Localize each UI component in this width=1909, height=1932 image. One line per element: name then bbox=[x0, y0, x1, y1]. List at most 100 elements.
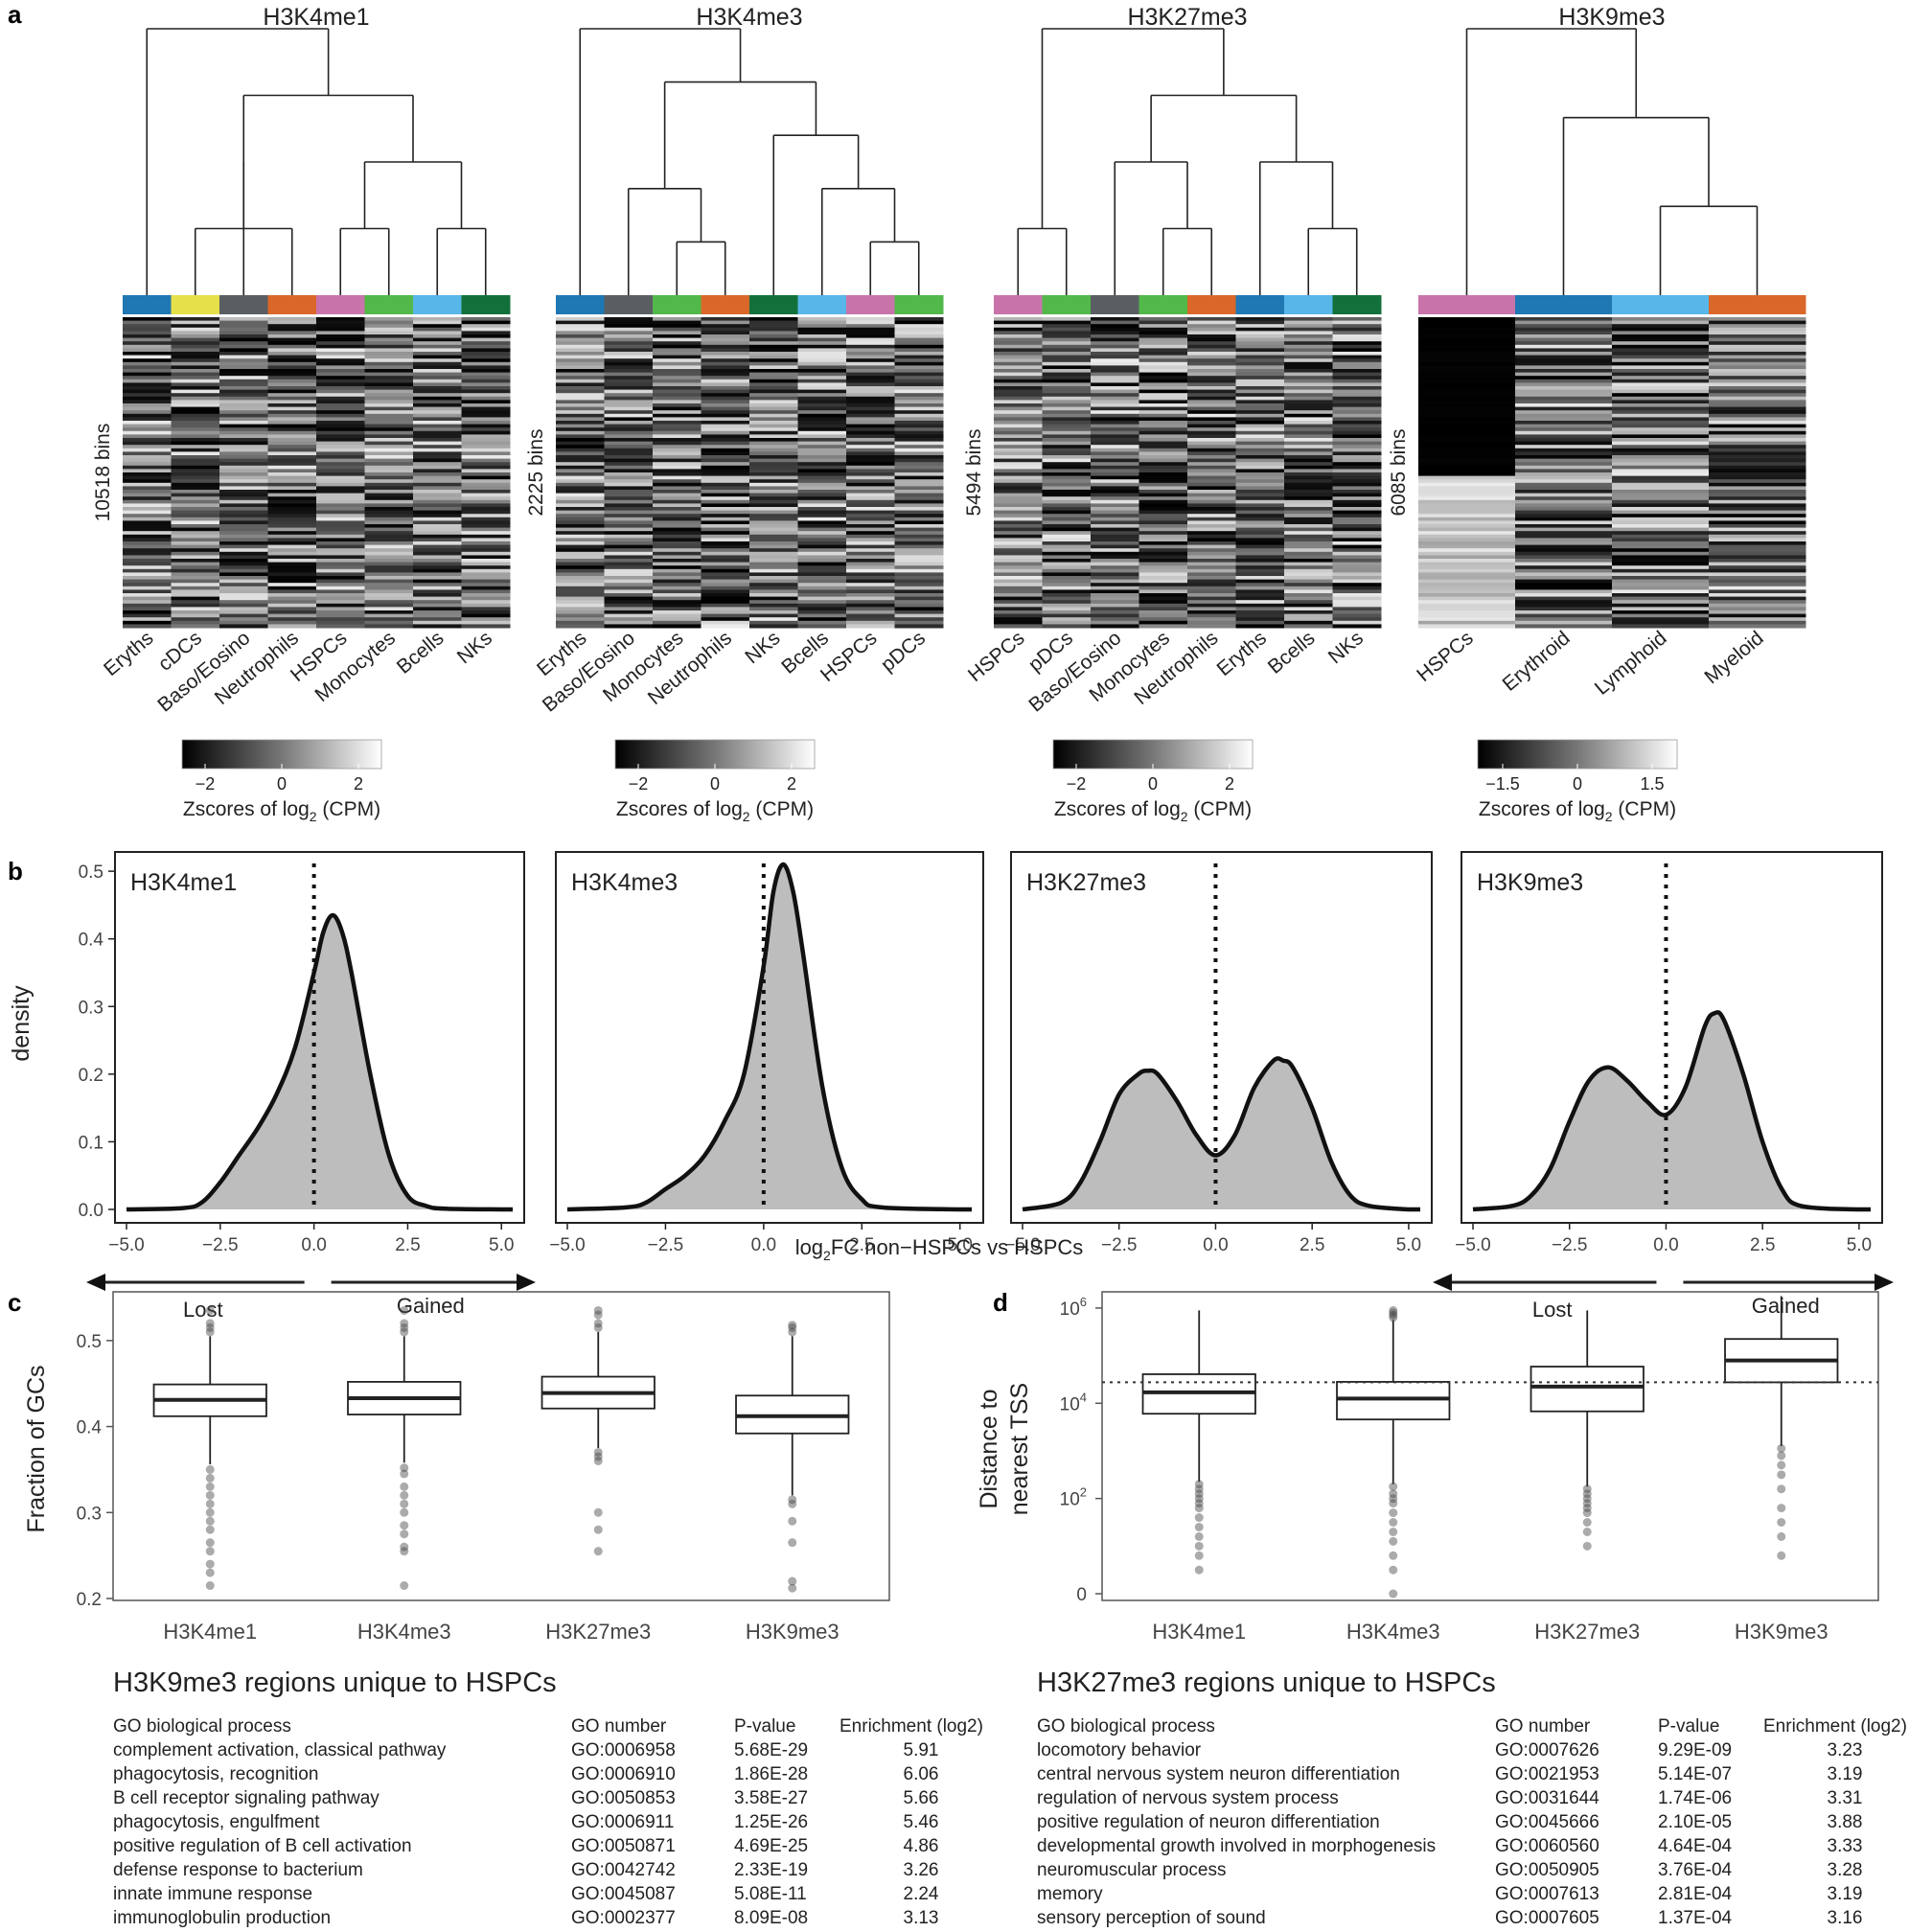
sample-color-bar bbox=[846, 295, 895, 314]
heatmap-cell bbox=[171, 600, 220, 605]
heatmap-cell bbox=[219, 337, 268, 342]
heatmap-cell bbox=[1612, 324, 1710, 329]
heatmap-cell bbox=[894, 472, 944, 477]
outlier-point bbox=[1194, 1551, 1204, 1560]
heatmap-cell bbox=[123, 482, 172, 487]
heatmap-cell bbox=[1091, 369, 1139, 374]
heatmap-cell bbox=[364, 337, 414, 342]
heatmap-cell bbox=[556, 510, 605, 515]
heatmap-cell bbox=[1187, 406, 1236, 411]
heatmap-cell bbox=[1612, 317, 1710, 322]
heatmap-cell bbox=[267, 348, 317, 353]
heatmap-cell bbox=[1042, 524, 1092, 529]
heatmap-cell bbox=[797, 603, 847, 608]
heatmap-cell bbox=[749, 524, 798, 529]
heatmap-cell bbox=[1042, 548, 1092, 553]
heatmap-cell bbox=[1612, 531, 1710, 536]
heatmap-cell bbox=[413, 607, 462, 611]
heatmap-cell bbox=[1284, 458, 1333, 463]
heatmap-cell bbox=[653, 393, 702, 398]
heatmap-cell bbox=[461, 514, 511, 518]
heatmap-cell bbox=[1709, 337, 1806, 342]
heatmap-cell bbox=[994, 559, 1043, 564]
heatmap-cell bbox=[364, 603, 414, 608]
heatmap-cell bbox=[797, 445, 847, 449]
heatmap-cell bbox=[1709, 507, 1806, 512]
heatmap-cell bbox=[653, 410, 702, 415]
heatmap-cell bbox=[364, 376, 414, 380]
heatmap-cell bbox=[364, 479, 414, 484]
heatmap-cell bbox=[994, 568, 1043, 573]
heatmap-cell bbox=[846, 544, 895, 549]
heatmap-cell bbox=[461, 352, 511, 356]
heatmap-cell bbox=[219, 524, 268, 529]
heatmap-cell bbox=[894, 334, 944, 339]
heatmap-cell bbox=[123, 358, 172, 363]
heatmap-cell bbox=[556, 396, 605, 401]
heatmap-cell bbox=[364, 438, 414, 443]
heatmap-cell bbox=[1138, 352, 1188, 356]
heatmap-cell bbox=[701, 434, 750, 439]
x-tick-label: 2.5 bbox=[1750, 1235, 1775, 1255]
go-process: phagocytosis, recognition bbox=[113, 1763, 319, 1784]
heatmap-cell bbox=[994, 548, 1043, 553]
heatmap-cell bbox=[364, 455, 414, 460]
heatmap-cell bbox=[171, 393, 220, 398]
y-tick-label: 0 bbox=[1076, 1585, 1087, 1605]
heatmap-cell bbox=[461, 527, 511, 532]
heatmap-cell bbox=[1138, 600, 1188, 605]
sample-color-bar bbox=[1091, 295, 1139, 314]
heatmap-cell bbox=[1187, 344, 1236, 349]
heatmap-cell bbox=[461, 579, 511, 584]
heatmap-cell bbox=[604, 369, 654, 374]
heatmap-cell bbox=[749, 490, 798, 494]
heatmap-cell bbox=[461, 538, 511, 542]
heatmap-cell bbox=[701, 475, 750, 480]
heatmap-cell bbox=[219, 386, 268, 391]
heatmap-cell bbox=[1042, 503, 1092, 508]
heatmap-cell bbox=[1612, 386, 1710, 391]
heatmap-cell bbox=[1332, 430, 1382, 435]
heatmap-cell bbox=[894, 544, 944, 549]
heatmap-cell bbox=[1709, 586, 1806, 590]
heatmap-cell bbox=[267, 538, 317, 542]
heatmap-cell bbox=[171, 562, 220, 566]
go-process: complement activation, classical pathway bbox=[113, 1739, 447, 1760]
heatmap-cell bbox=[1187, 458, 1236, 463]
heatmap-cell bbox=[413, 469, 462, 473]
heatmap-cell bbox=[1418, 393, 1516, 398]
heatmap-cell bbox=[219, 603, 268, 608]
heatmap-cell bbox=[1709, 610, 1806, 615]
heatmap-cell bbox=[1515, 472, 1613, 477]
heatmap-cell bbox=[1515, 572, 1613, 577]
heatmap-cell bbox=[556, 403, 605, 408]
heatmap-cell bbox=[1235, 382, 1285, 387]
outlier-point bbox=[593, 1310, 603, 1320]
heatmap-cell bbox=[1418, 427, 1516, 432]
heatmap-cell bbox=[364, 352, 414, 356]
heatmap-cell bbox=[1138, 482, 1188, 487]
heatmap-cell bbox=[1091, 593, 1139, 598]
heatmap-cell bbox=[701, 355, 750, 359]
heatmap-cell bbox=[1042, 586, 1092, 590]
heatmap-cell bbox=[604, 417, 654, 422]
heatmap-cell bbox=[1042, 441, 1092, 446]
heatmap-cell bbox=[267, 406, 317, 411]
heatmap-cell bbox=[219, 576, 268, 581]
heatmap-cell bbox=[219, 355, 268, 359]
heatmap-cell bbox=[749, 538, 798, 542]
heatmap-cell bbox=[653, 603, 702, 608]
heatmap-cell bbox=[461, 417, 511, 422]
heatmap-cell bbox=[556, 406, 605, 411]
heatmap-cell bbox=[1709, 551, 1806, 556]
heatmap-cell bbox=[846, 389, 895, 394]
heatmap-cell bbox=[1709, 327, 1806, 332]
heatmap-cell bbox=[123, 613, 172, 618]
heatmap-cell bbox=[1284, 417, 1333, 422]
heatmap-cell bbox=[604, 583, 654, 587]
heatmap-cell bbox=[1138, 620, 1188, 625]
heatmap-cell bbox=[1515, 389, 1613, 394]
heatmap-cell bbox=[1515, 583, 1613, 587]
heatmap-cell bbox=[1235, 541, 1285, 546]
heatmap-cell bbox=[171, 331, 220, 335]
